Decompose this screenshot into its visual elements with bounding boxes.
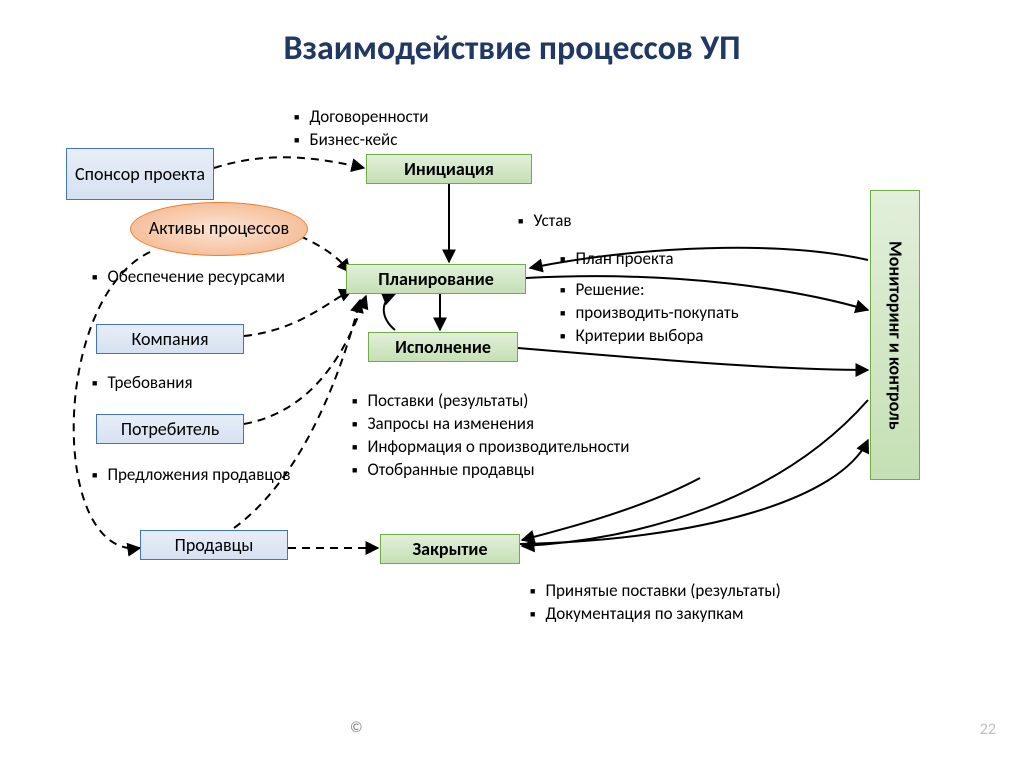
node-sellers: Продавцы	[140, 530, 288, 560]
bullets-plan-outputs: ■План проекта■Решение:■производить-покуп…	[560, 248, 739, 348]
bullets-exec-outputs: ■Поставки (результаты)■Запросы на измене…	[352, 390, 629, 482]
bullets-top-inputs: ■Договоренности■Бизнес-кейс	[294, 106, 428, 152]
node-initiation: Инициация	[366, 154, 532, 184]
bullets-charter: ■Устав	[518, 210, 572, 233]
node-sponsor: Спонсор проекта	[66, 148, 214, 200]
node-execution: Исполнение	[368, 332, 518, 362]
slide-title: Взаимодействие процессов УП	[0, 28, 1024, 69]
node-planning: Планирование	[346, 264, 526, 294]
node-assets: Активы процессов	[130, 202, 308, 256]
node-consumer: Потребитель	[96, 414, 244, 444]
bullets-resources: ■Обеспечение ресурсами	[92, 266, 285, 289]
node-closing: Закрытие	[380, 534, 520, 564]
copyright: ©	[350, 719, 363, 737]
node-monitoring: Мониторинг и контроль	[870, 190, 920, 480]
bullets-close-outputs: ■Принятые поставки (результаты)■Документ…	[530, 580, 781, 626]
bullets-offers: ■Предложения продавцов	[92, 464, 290, 487]
bullets-requirements: ■Требования	[92, 372, 193, 395]
node-company: Компания	[96, 324, 244, 354]
page-number: 22	[980, 720, 996, 739]
